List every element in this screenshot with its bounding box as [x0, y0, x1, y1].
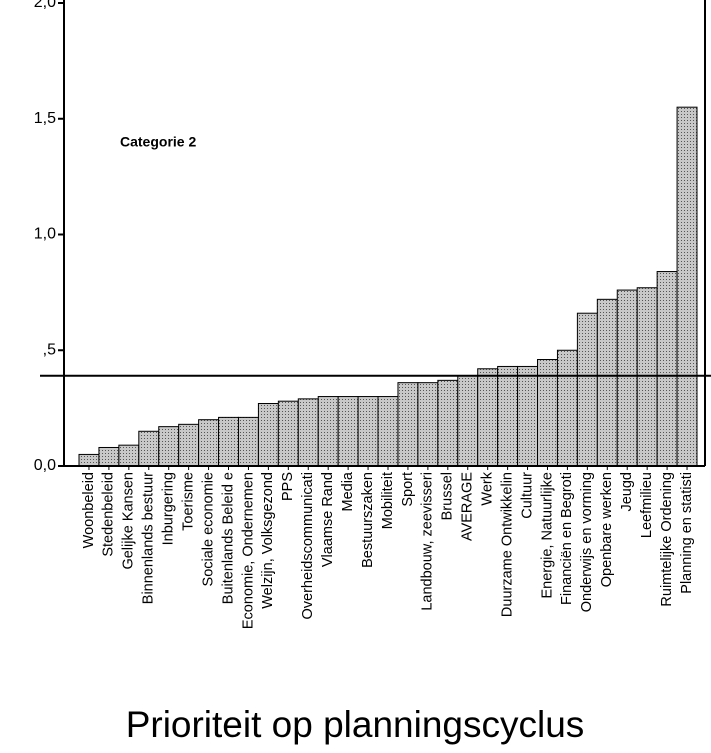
bar	[377, 396, 399, 467]
bar	[517, 365, 539, 467]
y-tick-label: 1,5	[34, 110, 56, 127]
x-tick-label: Binnenlands bestuur	[141, 472, 157, 604]
bar	[556, 349, 578, 467]
x-tick-label: Inburgering	[161, 472, 177, 545]
bar	[497, 365, 519, 467]
x-tick-label: Financiën en Begroti	[559, 472, 575, 605]
x-tick-label: Buitenlands Beleid e	[220, 472, 236, 604]
bar	[118, 444, 140, 467]
annotation: Categorie 2	[120, 134, 196, 150]
y-tick-label: 0,0	[34, 457, 56, 474]
x-tick-label: Werk	[480, 471, 496, 505]
x-tick-label: Sport	[400, 472, 416, 507]
x-tick-label: Economie, Ondernemen	[240, 472, 256, 629]
x-tick-label: Onderwijs en vorming	[579, 472, 595, 612]
x-tick-label: Landbouw, zeevisseri	[420, 472, 436, 611]
x-tick-label: Jeugd	[619, 472, 635, 512]
x-tick-label: Planning en statisti	[679, 472, 695, 594]
bar	[357, 396, 379, 467]
bar	[78, 453, 100, 467]
x-tick-label: Cultuur	[519, 472, 535, 519]
bar	[477, 368, 499, 467]
bar	[437, 379, 459, 467]
bar	[257, 402, 279, 467]
bar	[656, 271, 678, 467]
x-tick-label: Brussel	[440, 472, 456, 520]
bar	[138, 430, 160, 467]
bar	[237, 416, 259, 467]
bar	[277, 400, 299, 467]
bar	[676, 106, 698, 467]
y-tick-label: 2,0	[34, 0, 56, 11]
bar	[297, 398, 319, 467]
x-tick-label: PPS	[280, 472, 296, 501]
y-tick-label: 1,0	[34, 226, 56, 243]
bar	[178, 423, 200, 467]
x-tick-label: Openbare werken	[599, 472, 615, 587]
x-tick-label: Energie, Natuurlijke	[539, 472, 555, 599]
x-tick-label: Ruimtelijke Ordening	[659, 472, 675, 607]
chart-title: Prioriteit op planningscyclus	[126, 704, 585, 745]
bar	[317, 396, 339, 467]
bar	[337, 396, 359, 467]
bar	[198, 419, 220, 467]
x-tick-label: Media	[340, 471, 356, 511]
x-tick-label: Duurzame Ontwikkelin	[499, 472, 515, 617]
x-tick-label: Mobiliteit	[380, 472, 396, 529]
bar	[636, 287, 658, 467]
bar	[397, 382, 419, 467]
y-tick-label: ,5	[43, 341, 56, 358]
bar	[457, 375, 479, 467]
x-tick-label: Bestuurszaken	[360, 472, 376, 568]
x-tick-label: Overheidscommunicati	[300, 472, 316, 619]
x-tick-label: AVERAGE	[460, 472, 476, 541]
x-tick-label: Vlaamse Rand	[320, 472, 336, 567]
bar	[576, 312, 598, 467]
x-tick-label: Woonbeleid	[81, 472, 97, 548]
bar	[158, 426, 180, 467]
x-tick-label: Leefmilieu	[639, 472, 655, 538]
bar	[596, 298, 618, 467]
bar	[616, 289, 638, 467]
bar	[98, 446, 120, 467]
x-tick-label: Sociale economie	[200, 472, 216, 586]
x-tick-label: Gelijke Kansen	[121, 472, 137, 570]
x-tick-label: Welzijn, Volksgezond	[260, 472, 276, 609]
bar	[218, 416, 239, 467]
x-tick-label: Stedenbeleid	[101, 472, 117, 557]
bar	[417, 382, 439, 467]
x-tick-label: Toerisme	[180, 472, 196, 531]
